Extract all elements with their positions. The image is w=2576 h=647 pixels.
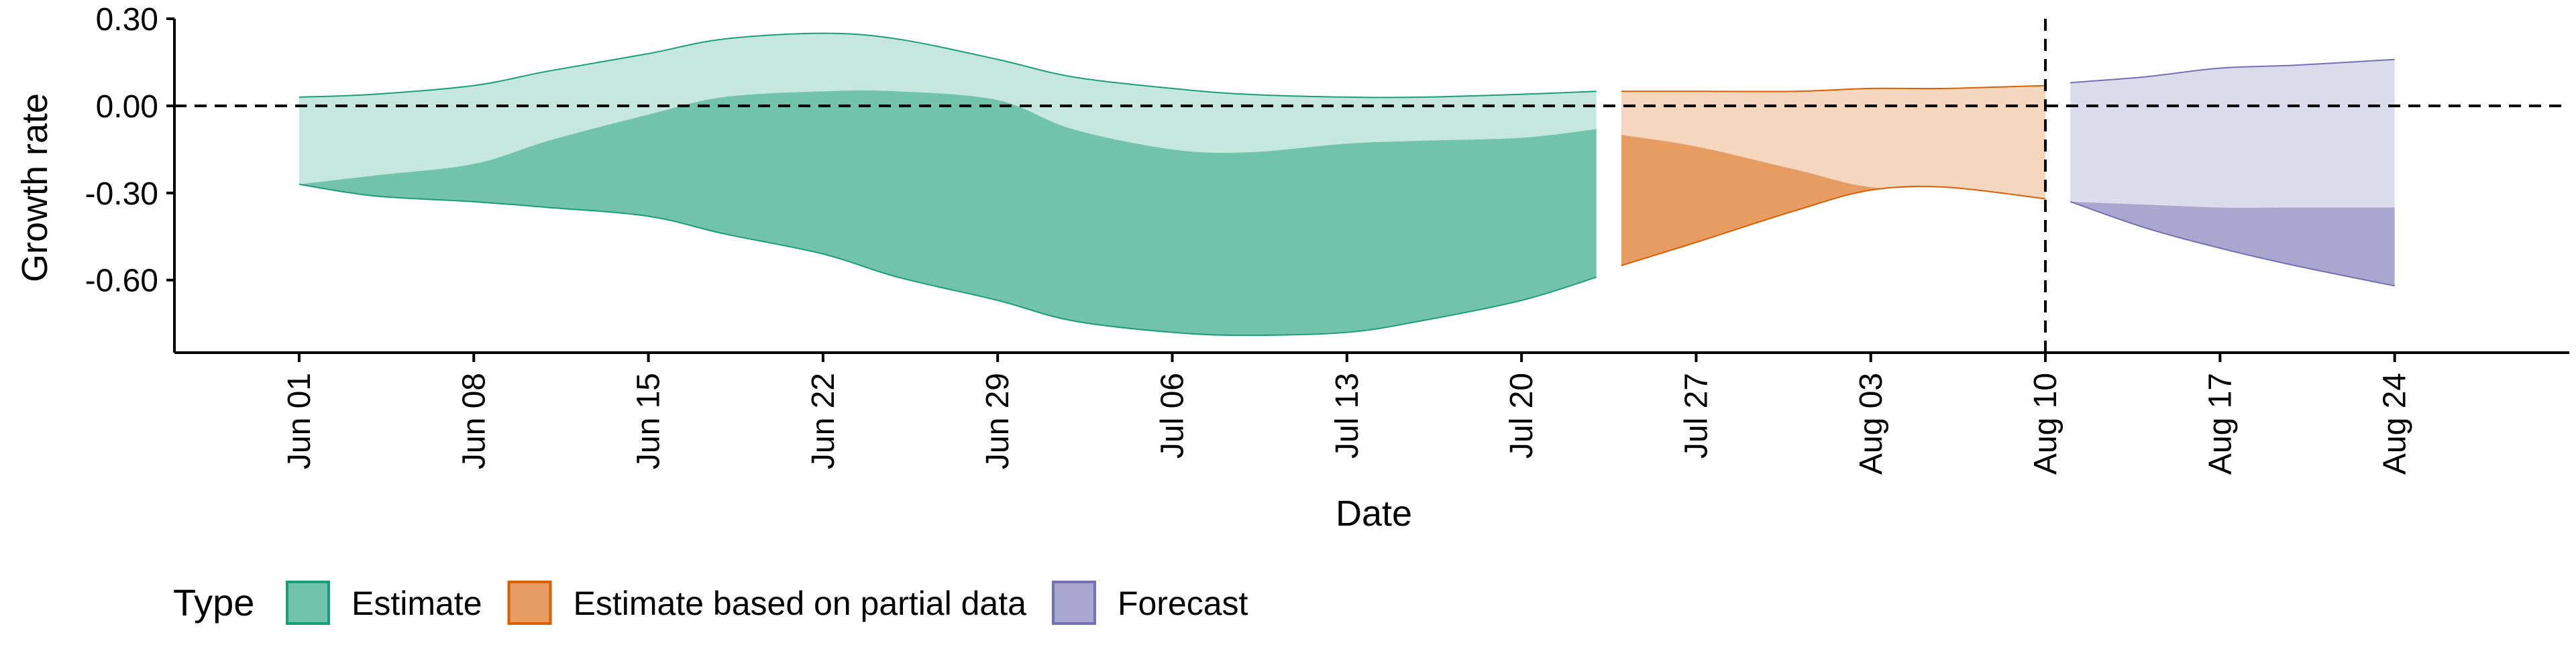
estimate-lower-band — [299, 90, 1597, 336]
axes: 0.30 0.00 -0.30 -0.60 Jun 01 Jun 08 Jun 15 Jun … — [85, 2, 2569, 475]
legend: Type Estimate Estimate based on partial d… — [173, 581, 1248, 625]
x-axis-label: Date — [1336, 493, 1412, 534]
estimate-based-on-partial-data-middle-band — [1621, 135, 2046, 266]
x-tick-label: Jul 13 — [1330, 373, 1365, 459]
x-tick-label: Jul 20 — [1504, 373, 1540, 459]
x-tick-label: Jun 29 — [980, 373, 1016, 469]
legend-title: Type — [173, 581, 254, 624]
legend-label-estimate: Estimate — [352, 585, 482, 622]
legend-swatch-forecast — [1051, 581, 1096, 625]
reference-lines — [174, 19, 2569, 353]
x-tick-label: Aug 17 — [2202, 373, 2238, 475]
x-tick-label: Aug 24 — [2377, 373, 2413, 475]
legend-swatch-estimate-based-on-partial-data — [507, 581, 552, 625]
legend-label-estimate-based-on-partial-data: Estimate based on partial data — [574, 585, 1027, 622]
series-estimate-based-on-partial-data — [1621, 84, 2046, 267]
estimate-based-on-partial-data-lower-edge — [1621, 186, 2046, 267]
series-estimate — [299, 32, 1597, 337]
estimate-upper-band — [299, 33, 1597, 184]
y-tick-label: -0.60 — [85, 263, 158, 299]
estimate-lower-edge — [299, 183, 1597, 337]
x-tick-label: Jun 01 — [282, 373, 317, 469]
x-tick-label: Jun 08 — [456, 373, 492, 469]
x-tick-label: Jun 22 — [806, 373, 841, 469]
forecast-middle-band — [2070, 201, 2395, 286]
estimate-based-on-partial-data-upper-edge — [1621, 84, 2046, 93]
forecast-lower-edge — [2070, 200, 2395, 287]
series-bands — [299, 32, 2395, 337]
forecast-upper-band — [2070, 59, 2395, 208]
estimate-upper-edge — [299, 32, 1597, 99]
x-tick-label: Aug 10 — [2028, 373, 2063, 475]
series-forecast — [2070, 58, 2395, 287]
x-tick-label: Aug 03 — [1854, 373, 1889, 475]
estimate-based-on-partial-data-upper-band — [1621, 85, 2046, 199]
forecast-upper-edge — [2070, 58, 2395, 84]
x-tick-label: Jul 06 — [1155, 373, 1191, 459]
y-tick-label: 0.30 — [96, 2, 158, 38]
y-axis-label: Growth rate — [15, 93, 55, 282]
x-tick-label: Jul 27 — [1678, 373, 1714, 459]
y-tick-label: -0.30 — [85, 176, 158, 212]
x-tick-label: Jun 15 — [631, 373, 667, 469]
y-tick-label: 0.00 — [96, 89, 158, 125]
legend-swatch-estimate — [286, 581, 330, 625]
legend-label-forecast: Forecast — [1118, 585, 1248, 622]
